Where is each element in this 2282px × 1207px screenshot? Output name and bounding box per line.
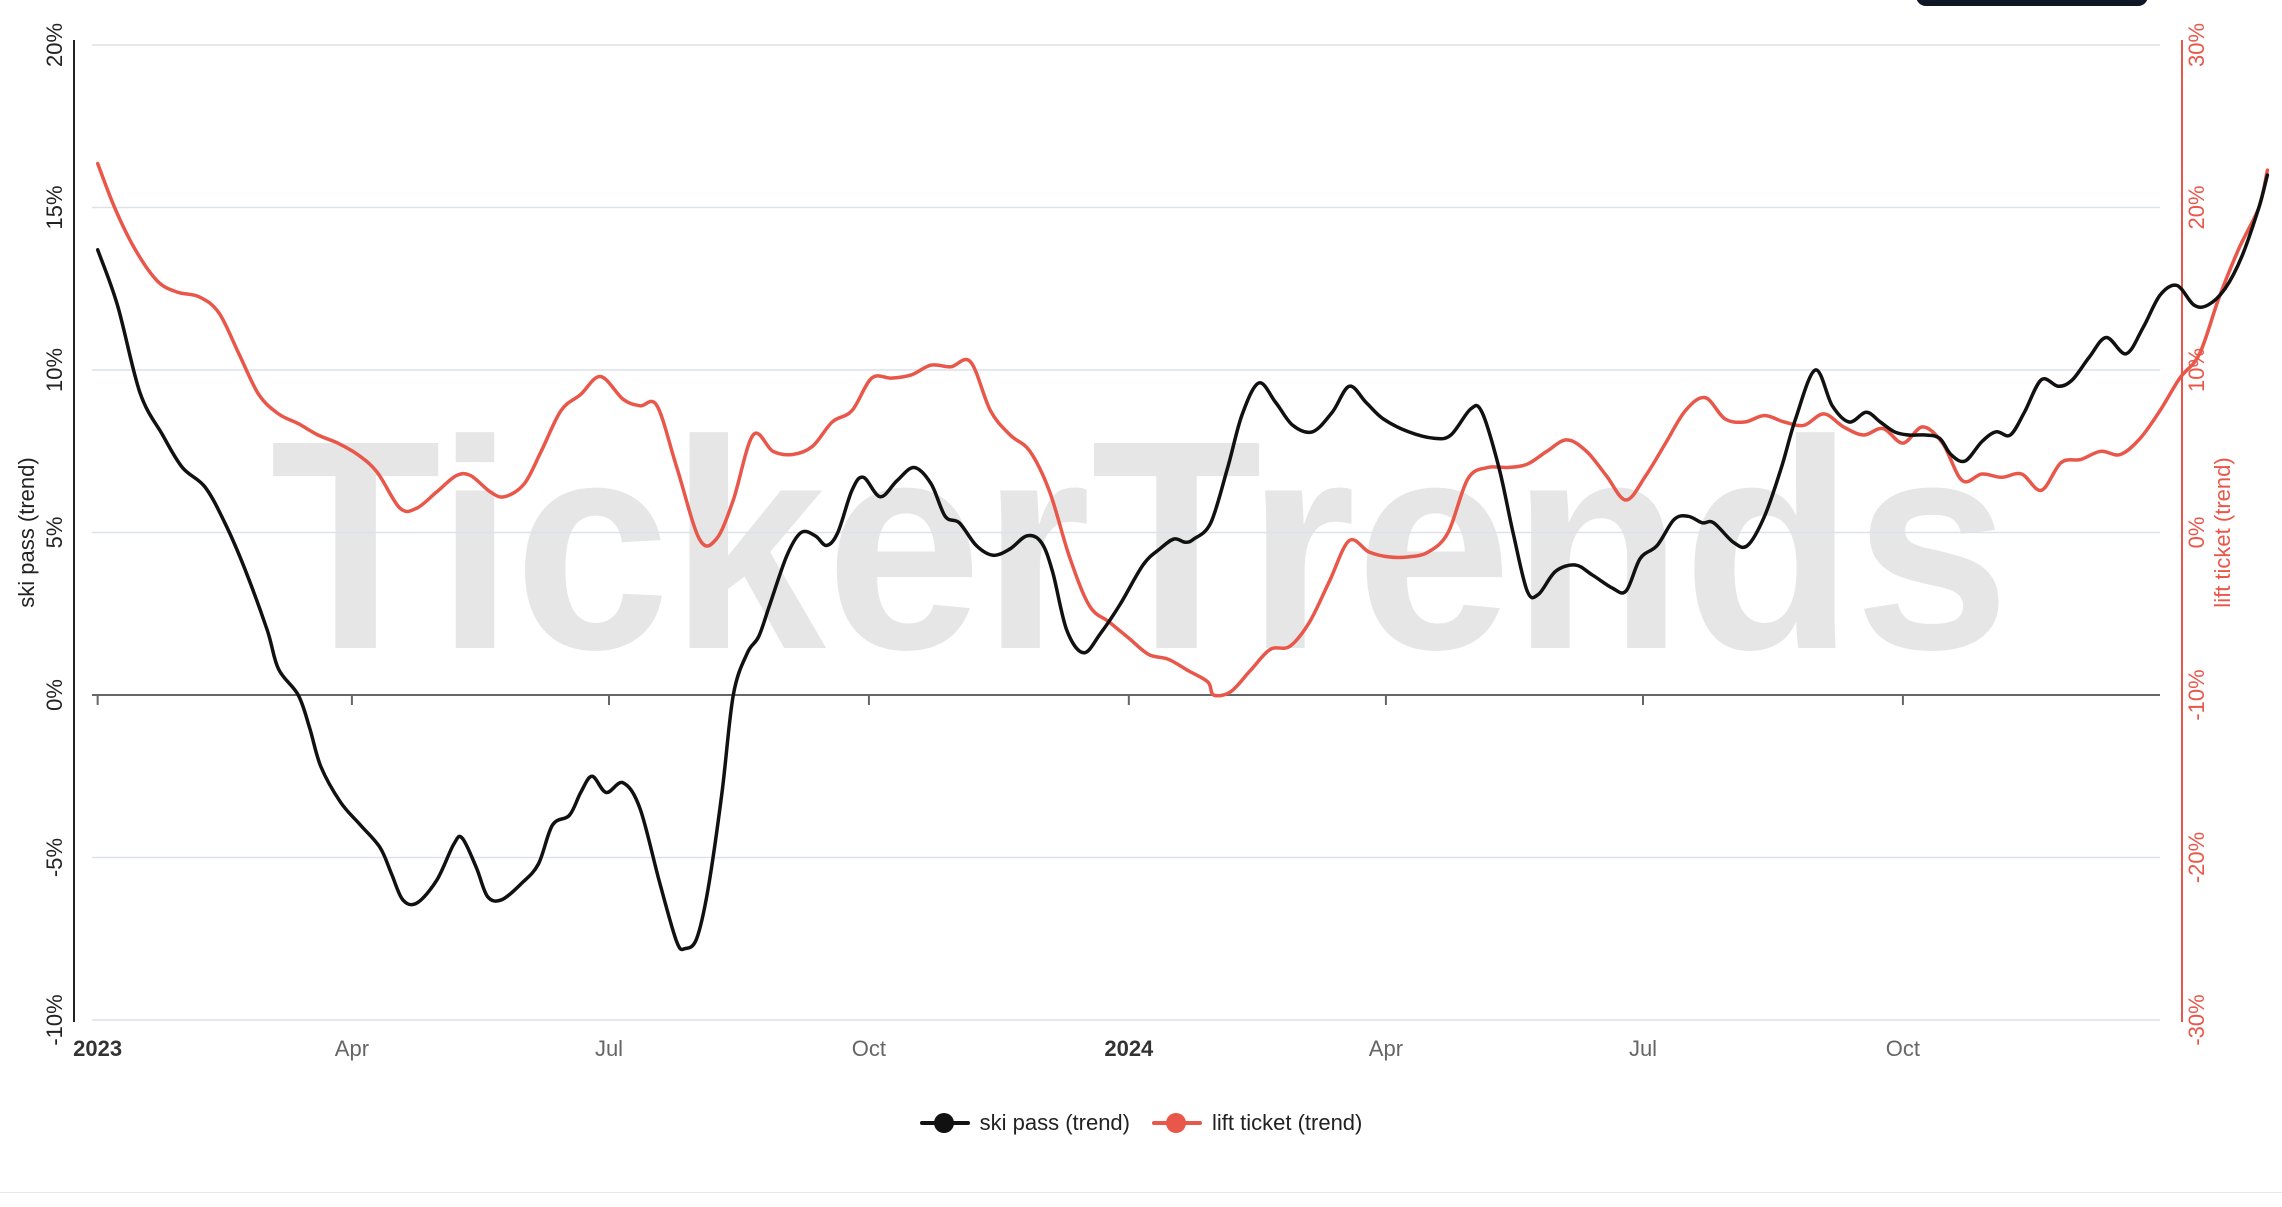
left-tick-label: 5% <box>42 517 67 549</box>
right-tick-label: 30% <box>2184 23 2209 67</box>
watermark: TickerTrends <box>270 379 2010 712</box>
left-tick-label: -5% <box>42 838 67 877</box>
x-tick-label: Jul <box>1629 1036 1657 1061</box>
legend-item-lift-ticket[interactable]: lift ticket (trend) <box>1152 1110 1362 1136</box>
x-tick-label: 2024 <box>1104 1036 1154 1061</box>
legend-label-lift-ticket: lift ticket (trend) <box>1212 1110 1363 1135</box>
left-tick-label: 0% <box>42 679 67 711</box>
top-right-button[interactable] <box>1916 0 2148 6</box>
legend-marker-lift-ticket <box>1152 1113 1202 1133</box>
x-tick-label: Apr <box>335 1036 369 1061</box>
footer-divider <box>0 1192 2282 1193</box>
legend: ski pass (trend) lift ticket (trend) <box>0 1110 2282 1136</box>
right-tick-label: 0% <box>2184 517 2209 549</box>
legend-label-ski-pass: ski pass (trend) <box>979 1110 1130 1135</box>
left-axis-title: ski pass (trend) <box>14 457 39 607</box>
x-tick-label: Jul <box>595 1036 623 1061</box>
left-tick-label: 10% <box>42 348 67 392</box>
left-tick-label: 20% <box>42 23 67 67</box>
right-tick-label: 20% <box>2184 185 2209 229</box>
x-tick-label: Oct <box>852 1036 886 1061</box>
right-tick-label: -10% <box>2184 669 2209 720</box>
x-tick-label: Apr <box>1369 1036 1403 1061</box>
right-axis-title: lift ticket (trend) <box>2210 457 2235 607</box>
series-line-ski-pass <box>95 173 2270 952</box>
axes: -10%-5%0%5%10%15%20%-30%-20%-10%0%10%20%… <box>14 23 2235 1061</box>
right-tick-label: -20% <box>2184 832 2209 883</box>
grid-lines <box>92 44 2160 1021</box>
legend-item-ski-pass[interactable]: ski pass (trend) <box>919 1110 1130 1136</box>
left-tick-label: -10% <box>42 994 67 1045</box>
x-tick-label: 2023 <box>73 1036 122 1061</box>
x-tick-label: Oct <box>1886 1036 1920 1061</box>
legend-marker-ski-pass <box>919 1113 970 1133</box>
left-tick-label: 15% <box>42 185 67 229</box>
series-lines <box>95 161 2270 952</box>
right-tick-label: -30% <box>2184 994 2209 1045</box>
series-line-lift-ticket <box>95 161 2270 698</box>
